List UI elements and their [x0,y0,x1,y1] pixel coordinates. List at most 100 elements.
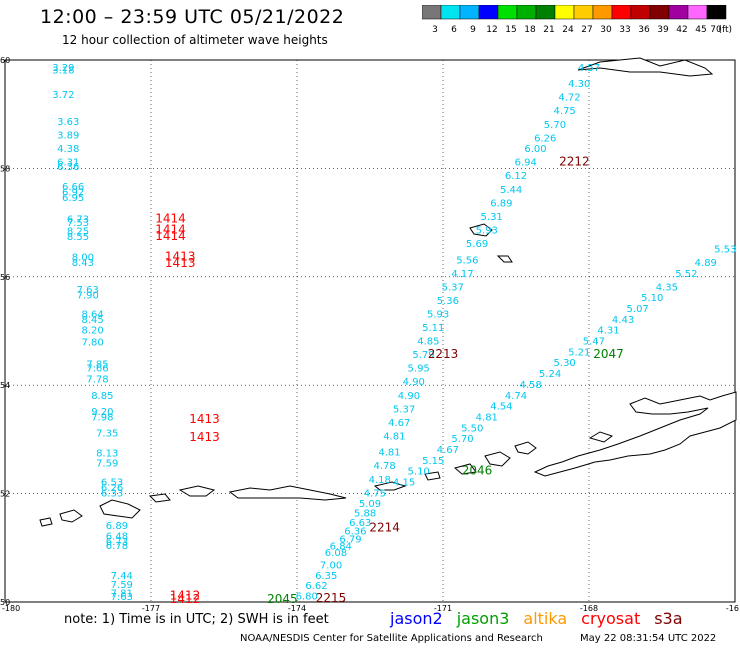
wave-height-label: 5.70 [451,434,473,445]
wave-height-label: 5.24 [539,369,561,380]
wave-height-label: 7.59 [96,459,118,470]
lat-tick-label: 58 [0,164,10,173]
wave-height-label: 6.95 [62,193,84,204]
land-outline [453,463,477,475]
color-legend: 3 6 9 12 15 18 21 24 27 30 33 36 39 42 45 70(ft) [422,5,732,35]
pass-id-label: 2213 [428,347,459,361]
land-outline [588,431,614,443]
wave-height-label: 4.67 [388,418,410,429]
wave-height-label: 5.31 [481,212,503,223]
land-outline [533,391,737,477]
wave-height-label: 6.36 [344,526,366,537]
pass-id-label: 1412 [170,588,201,602]
lat-tick-label: 60 [0,56,10,65]
wave-height-label: 5.15 [422,456,444,467]
wave-height-label: 4.67 [437,445,459,456]
wave-height-label: 7.80 [81,338,103,349]
wave-height-label: 4.30 [568,79,590,90]
page-subtitle: 12 hour collection of altimeter wave hei… [62,33,328,47]
land-outline [148,493,171,503]
wave-height-label: 6.31 [57,158,79,169]
wave-height-label: 4.75 [364,488,386,499]
wave-height-label: 5.88 [354,508,376,519]
pass-id-label: 1413 [189,412,220,426]
land-outline [59,509,83,523]
pass-id-label: 1414 [155,212,186,226]
pass-labels: 1414141414141413141314131413141214122212… [155,155,624,606]
wave-height-label: 6.89 [106,521,128,532]
wave-height-label: 9.20 [91,407,113,418]
wave-height-label: 5.47 [583,337,605,348]
pass-id-label: 1414 [155,229,186,243]
wave-height-label: 5.11 [422,323,444,334]
wave-height-label: 7.78 [86,374,108,385]
legend-tick-label: 18 [524,25,536,35]
wave-height-label: 6.78 [106,541,128,552]
pass-id-label: 1412 [170,592,201,606]
land-outline [496,255,513,263]
wave-height-label: 6.80 [296,591,318,602]
map-frame [4,59,736,603]
satellite-label: cryosat [581,609,641,628]
pass-id-label: 2212 [559,155,590,169]
wave-height-label: 5.93 [427,309,449,320]
wave-height-label: 6.66 [62,182,84,193]
wave-height-label: 7.66 [86,364,108,375]
wave-height-label: 8.85 [91,391,113,402]
map-axis-labels: 60 58 56 54 52 50-180 -177 -174 -171 -168 -16 [0,56,739,612]
wave-height-label: 6.89 [490,198,512,209]
wave-height-label: 8.25 [67,227,89,238]
pass-id-label: 2045 [267,592,298,606]
wave-height-label: 3.72 [52,90,74,101]
lon-tick-label: -177 [142,604,160,612]
wave-height-label: 3.18 [52,66,74,77]
legend-tick-label: 15 [505,25,516,35]
wave-height-label: 7.90 [77,290,99,301]
wave-height-label: 6.79 [339,534,361,545]
wave-height-label: 7.35 [96,429,118,440]
land-outline [99,499,141,519]
wave-height-labels: 3.293.183.723.633.894.386.316.366.666.92… [52,63,736,603]
coastline [39,57,737,527]
wave-height-label: 6.08 [325,548,347,559]
legend-tick-label: 45 [695,25,706,35]
land-outline [577,57,714,77]
pass-id-label: 2214 [369,521,400,535]
wave-height-label: 5.07 [627,304,649,315]
land-outline [469,223,493,237]
satellite-label: s3a [654,609,683,628]
wave-height-label: 4.31 [597,326,619,337]
wave-height-label: 7.85 [86,359,108,370]
land-outline [373,481,407,491]
legend-tick-label: 21 [543,25,554,35]
legend-tick-label: 42 [676,25,687,35]
legend-tick-label: 70 [710,25,722,35]
wave-height-label: 5.09 [359,499,381,510]
legend-tick-label: 36 [638,25,650,35]
wave-height-label: 5.37 [442,282,464,293]
wave-height-label: 7.44 [111,571,133,582]
wave-height-label: 7.81 [111,589,133,600]
wave-height-label: 6.92 [62,188,84,199]
wave-height-label: 4.15 [393,477,415,488]
wave-height-label: 7.59 [111,580,133,591]
wave-height-label: 5.30 [554,358,576,369]
wave-height-label: 6.63 [349,518,371,529]
wave-height-label: 7.00 [320,560,342,571]
wave-height-label: 4.81 [383,431,405,442]
wave-height-label: 5.10 [641,293,663,304]
wave-height-label: 6.62 [305,581,327,592]
wave-height-label: 6.73 [67,215,89,226]
wave-height-label: 5.10 [408,467,430,478]
wave-height-label: 7.63 [77,285,99,296]
wave-height-label: 8.43 [72,258,94,269]
page-title: 12:00 – 23:59 UTC 05/21/2022 [40,6,345,28]
wave-height-label: 4.54 [490,402,512,413]
wave-height-label: 4.38 [57,144,79,155]
wave-height-label: 6.36 [57,162,79,173]
pass-id-label: 2215 [316,591,347,605]
wave-height-label: 8.45 [81,315,103,326]
wave-height-label: 6.35 [315,571,337,582]
wave-height-label: 4.57 [578,63,600,74]
wave-height-label: 5.36 [437,296,459,307]
